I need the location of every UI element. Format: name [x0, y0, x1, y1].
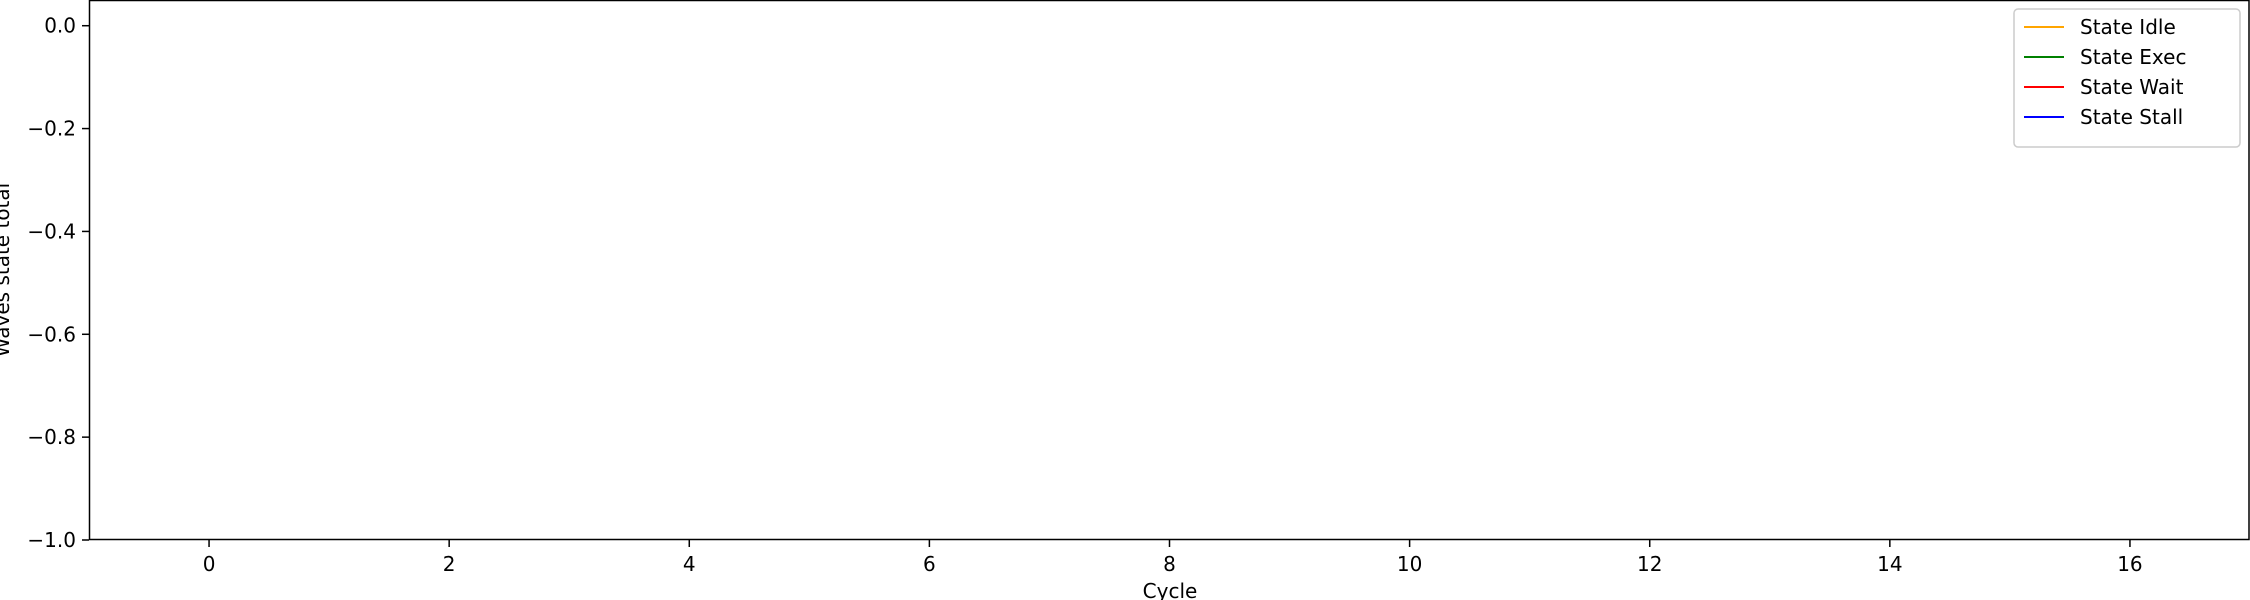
- legend-label: State Wait: [2080, 75, 2184, 99]
- y-tick-label: −0.4: [27, 219, 76, 243]
- y-tick-label: −0.6: [27, 322, 76, 346]
- legend-label: State Exec: [2080, 45, 2186, 69]
- legend-box: [2013, 8, 2241, 148]
- legend-label: State Stall: [2080, 105, 2183, 129]
- legend-label: State Idle: [2080, 15, 2176, 39]
- y-axis-label: Waves state total: [0, 183, 14, 357]
- legend: State Idle State Exec State Wait State Stal…: [2013, 8, 2241, 148]
- x-tick-label: 8: [1163, 552, 1176, 576]
- x-tick-label: 4: [683, 552, 696, 576]
- axes-frame: [88, 0, 2250, 541]
- y-tick-label: −1.0: [27, 528, 76, 552]
- x-tick-label: 12: [1637, 552, 1662, 576]
- plot-area: [88, 0, 2250, 541]
- x-axis: 0 2 4 6 8 10 12 14 16: [203, 540, 2143, 576]
- x-tick-label: 2: [443, 552, 456, 576]
- x-axis-label: Cycle: [1143, 579, 1198, 600]
- x-tick-label: 10: [1397, 552, 1422, 576]
- x-tick-label: 16: [2117, 552, 2142, 576]
- x-tick-label: 0: [203, 552, 216, 576]
- y-tick-label: −0.8: [27, 425, 76, 449]
- x-tick-label: 6: [923, 552, 936, 576]
- y-axis: 0.0 −0.2 −0.4 −0.6 −0.8 −1.0: [27, 14, 89, 552]
- y-tick-label: 0.0: [44, 14, 76, 38]
- y-tick-label: −0.2: [27, 117, 76, 141]
- x-tick-label: 14: [1877, 552, 1902, 576]
